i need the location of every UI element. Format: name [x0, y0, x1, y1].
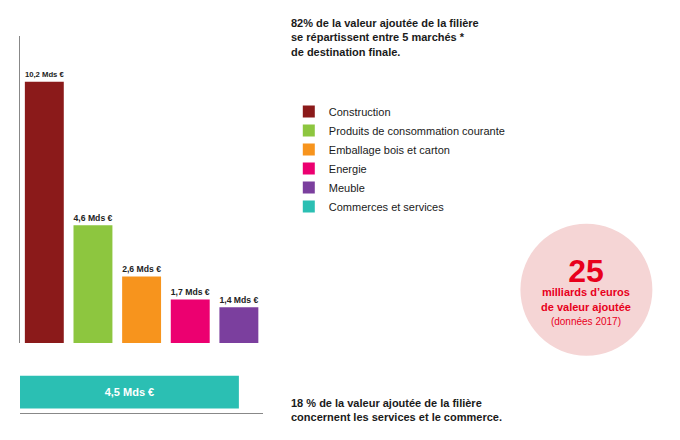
svg-text:25milliards d’eurosde valeur a: 25milliards d’eurosde valeur ajoutée(don…: [541, 253, 631, 327]
svg-text:4,6 Mds €: 4,6 Mds €: [74, 213, 113, 223]
svg-text:82% de la valeur ajoutée de la: 82% de la valeur ajoutée de la filièrese…: [291, 17, 479, 58]
svg-text:18 % de la valeur ajoutée de l: 18 % de la valeur ajoutée de la filièrec…: [291, 397, 502, 423]
svg-text:1,7 Mds €: 1,7 Mds €: [171, 287, 210, 297]
svg-text:4,5 Mds €: 4,5 Mds €: [105, 386, 155, 398]
svg-text:1,4 Mds €: 1,4 Mds €: [219, 295, 258, 305]
svg-text:Construction: Construction: [329, 106, 391, 118]
svg-text:Commerces et services: Commerces et services: [329, 201, 444, 213]
svg-text:2,6 Mds €: 2,6 Mds €: [122, 264, 161, 274]
svg-text:Produits de consommation coura: Produits de consommation courante: [329, 125, 505, 137]
svg-text:Energie: Energie: [329, 163, 367, 175]
svg-text:10,2 Mds €: 10,2 Mds €: [25, 70, 65, 79]
svg-text:Meuble: Meuble: [329, 182, 365, 194]
svg-text:Emballage bois et carton: Emballage bois et carton: [329, 144, 450, 156]
